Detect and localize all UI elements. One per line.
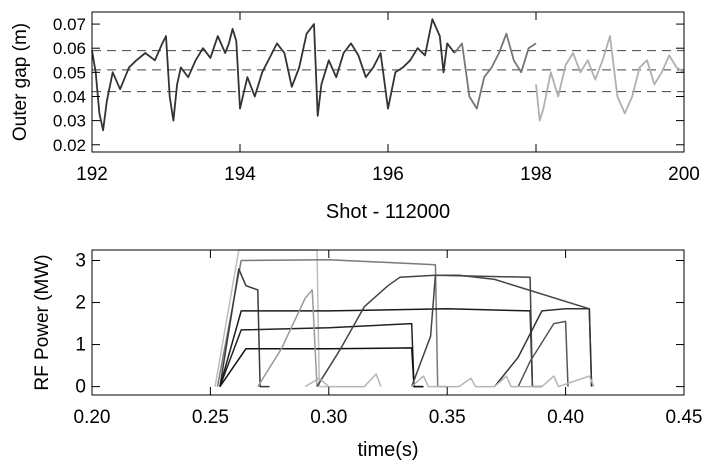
top-series-group — [91, 18, 685, 132]
bottom-series-2 — [219, 268, 270, 388]
bottom-series-6 — [257, 289, 318, 387]
top-series-2 — [535, 35, 685, 122]
top-x-axis-label: Shot - 112000 — [326, 201, 450, 223]
bottom-series-group — [214, 249, 595, 388]
bottom-series-9 — [494, 308, 593, 388]
top-series-1 — [453, 32, 537, 110]
bottom-x-tick-label-0: 0.20 — [74, 407, 111, 428]
top-y-axis-label: Outer gap (m) — [10, 23, 31, 141]
bottom-x-tick-label-3: 0.35 — [429, 407, 466, 428]
top-plot-frame — [91, 11, 685, 153]
bottom-series-12 — [304, 373, 382, 388]
outer-gap-chart: 192 194 196 198 2000.020.030.040.050.060.07 … — [10, 11, 700, 223]
bottom-x-tick-label-1: 0.25 — [192, 407, 229, 428]
bottom-y-axis-label: RF Power (MW) — [32, 254, 53, 390]
bottom-y-tick-label-2: 2 — [75, 293, 86, 314]
top-x-tick-label-1: 194 — [224, 164, 256, 185]
bottom-x-tick-label-4: 0.40 — [547, 407, 584, 428]
top-y-tick-label-1: 0.03 — [53, 112, 86, 131]
top-y-tick-label-3: 0.05 — [53, 63, 86, 82]
top-axis-ticks: 192 194 196 198 200 0.02 0.03 0.04 0.05 0.06 0.07 — [53, 12, 700, 185]
bottom-x-axis-label: time(s) — [357, 439, 418, 461]
top-y-tick-label-0: 0.02 — [53, 136, 86, 155]
bottom-series-4 — [219, 322, 424, 388]
bottom-x-tick-label-5: 0.45 — [666, 407, 703, 428]
bottom-x-tick-label-2: 0.30 — [310, 407, 347, 428]
bottom-plot-frame — [91, 249, 685, 396]
top-y-tick-label-2: 0.04 — [53, 87, 86, 106]
bottom-series-7 — [316, 274, 542, 388]
top-x-tick-label-0: 192 — [76, 164, 108, 185]
bottom-series-8 — [410, 274, 593, 387]
bottom-y-tick-label-1: 1 — [75, 335, 86, 356]
top-x-tick-label-2: 196 — [372, 164, 404, 185]
top-y-tick-label-4: 0.06 — [53, 39, 86, 58]
bottom-series-0 — [214, 249, 329, 388]
bottom-y-tick-label-0: 0 — [75, 377, 86, 398]
bottom-series-11 — [411, 375, 595, 388]
bottom-y-tick-label-3: 3 — [75, 251, 86, 272]
top-series-0 — [91, 18, 456, 132]
bottom-axis-ticks: 0.20 0.25 0.30 0.35 0.40 0.45 0 1 2 3 — [74, 250, 703, 428]
bottom-series-10 — [517, 320, 569, 387]
bottom-series-5 — [219, 347, 424, 388]
top-y-tick-label-5: 0.07 — [53, 15, 86, 34]
top-x-tick-label-4: 200 — [668, 164, 700, 185]
rf-power-chart: 0.20 0.25 0.30 0.35 0.40 0.45 0 1 2 3 time(s) RF … — [32, 249, 703, 461]
top-x-tick-label-3: 198 — [520, 164, 552, 185]
